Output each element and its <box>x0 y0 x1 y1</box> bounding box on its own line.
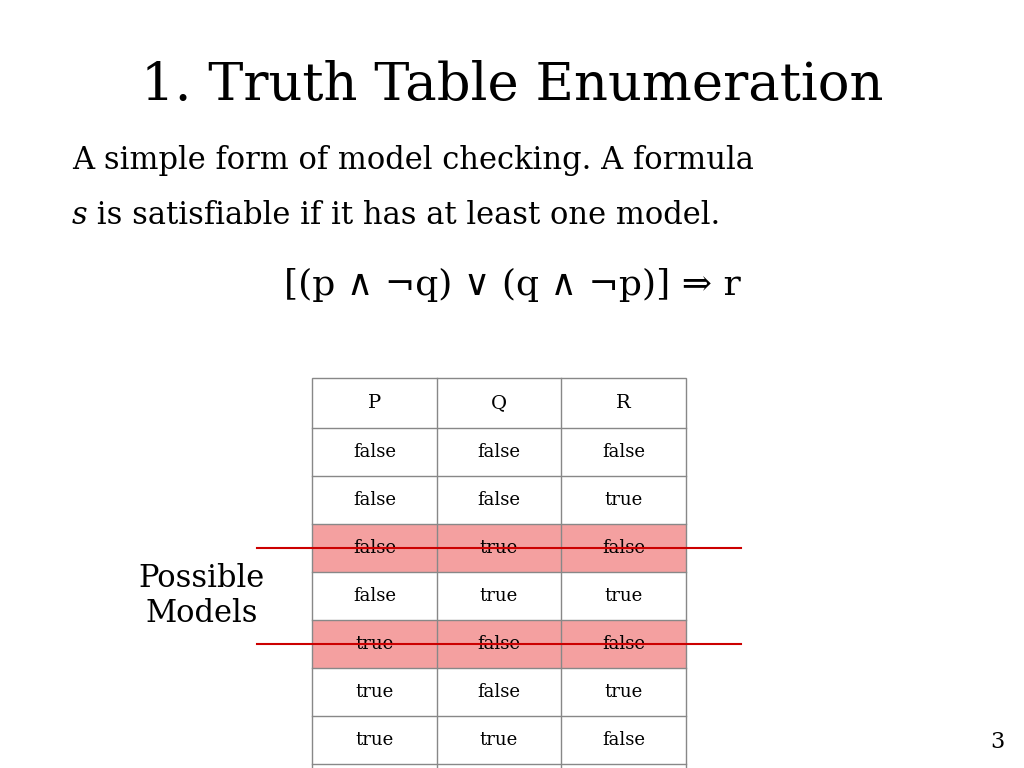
Text: false: false <box>477 443 520 461</box>
Text: R: R <box>616 394 631 412</box>
Text: true: true <box>355 683 393 701</box>
Text: true: true <box>604 491 643 509</box>
Text: true: true <box>604 683 643 701</box>
Text: false: false <box>602 539 645 557</box>
Text: false: false <box>477 491 520 509</box>
Text: true: true <box>480 731 518 749</box>
Bar <box>312 378 686 428</box>
Text: A simple form of model checking. A formula: A simple form of model checking. A formu… <box>72 145 754 176</box>
Text: true: true <box>480 587 518 605</box>
Text: false: false <box>477 635 520 653</box>
Text: 1. Truth Table Enumeration: 1. Truth Table Enumeration <box>140 60 884 111</box>
Text: false: false <box>353 539 396 557</box>
Text: false: false <box>602 443 645 461</box>
Text: true: true <box>355 731 393 749</box>
Text: Q: Q <box>490 394 507 412</box>
Text: true: true <box>355 635 393 653</box>
Text: true: true <box>604 587 643 605</box>
Text: false: false <box>477 683 520 701</box>
Text: is satisfiable if it has at least one model.: is satisfiable if it has at least one mo… <box>87 200 720 231</box>
Text: [(p ∧ ¬q) ∨ (q ∧ ¬p)] ⇒ r: [(p ∧ ¬q) ∨ (q ∧ ¬p)] ⇒ r <box>284 268 740 302</box>
Text: false: false <box>353 443 396 461</box>
Text: P: P <box>368 394 381 412</box>
Bar <box>312 378 686 768</box>
Text: false: false <box>602 731 645 749</box>
Text: 3: 3 <box>990 731 1004 753</box>
Text: false: false <box>602 635 645 653</box>
Text: Possible
Models: Possible Models <box>139 563 265 630</box>
Text: false: false <box>353 587 396 605</box>
Text: s: s <box>72 200 88 231</box>
Text: true: true <box>480 539 518 557</box>
Bar <box>312 524 686 572</box>
Bar <box>312 620 686 668</box>
Text: false: false <box>353 491 396 509</box>
